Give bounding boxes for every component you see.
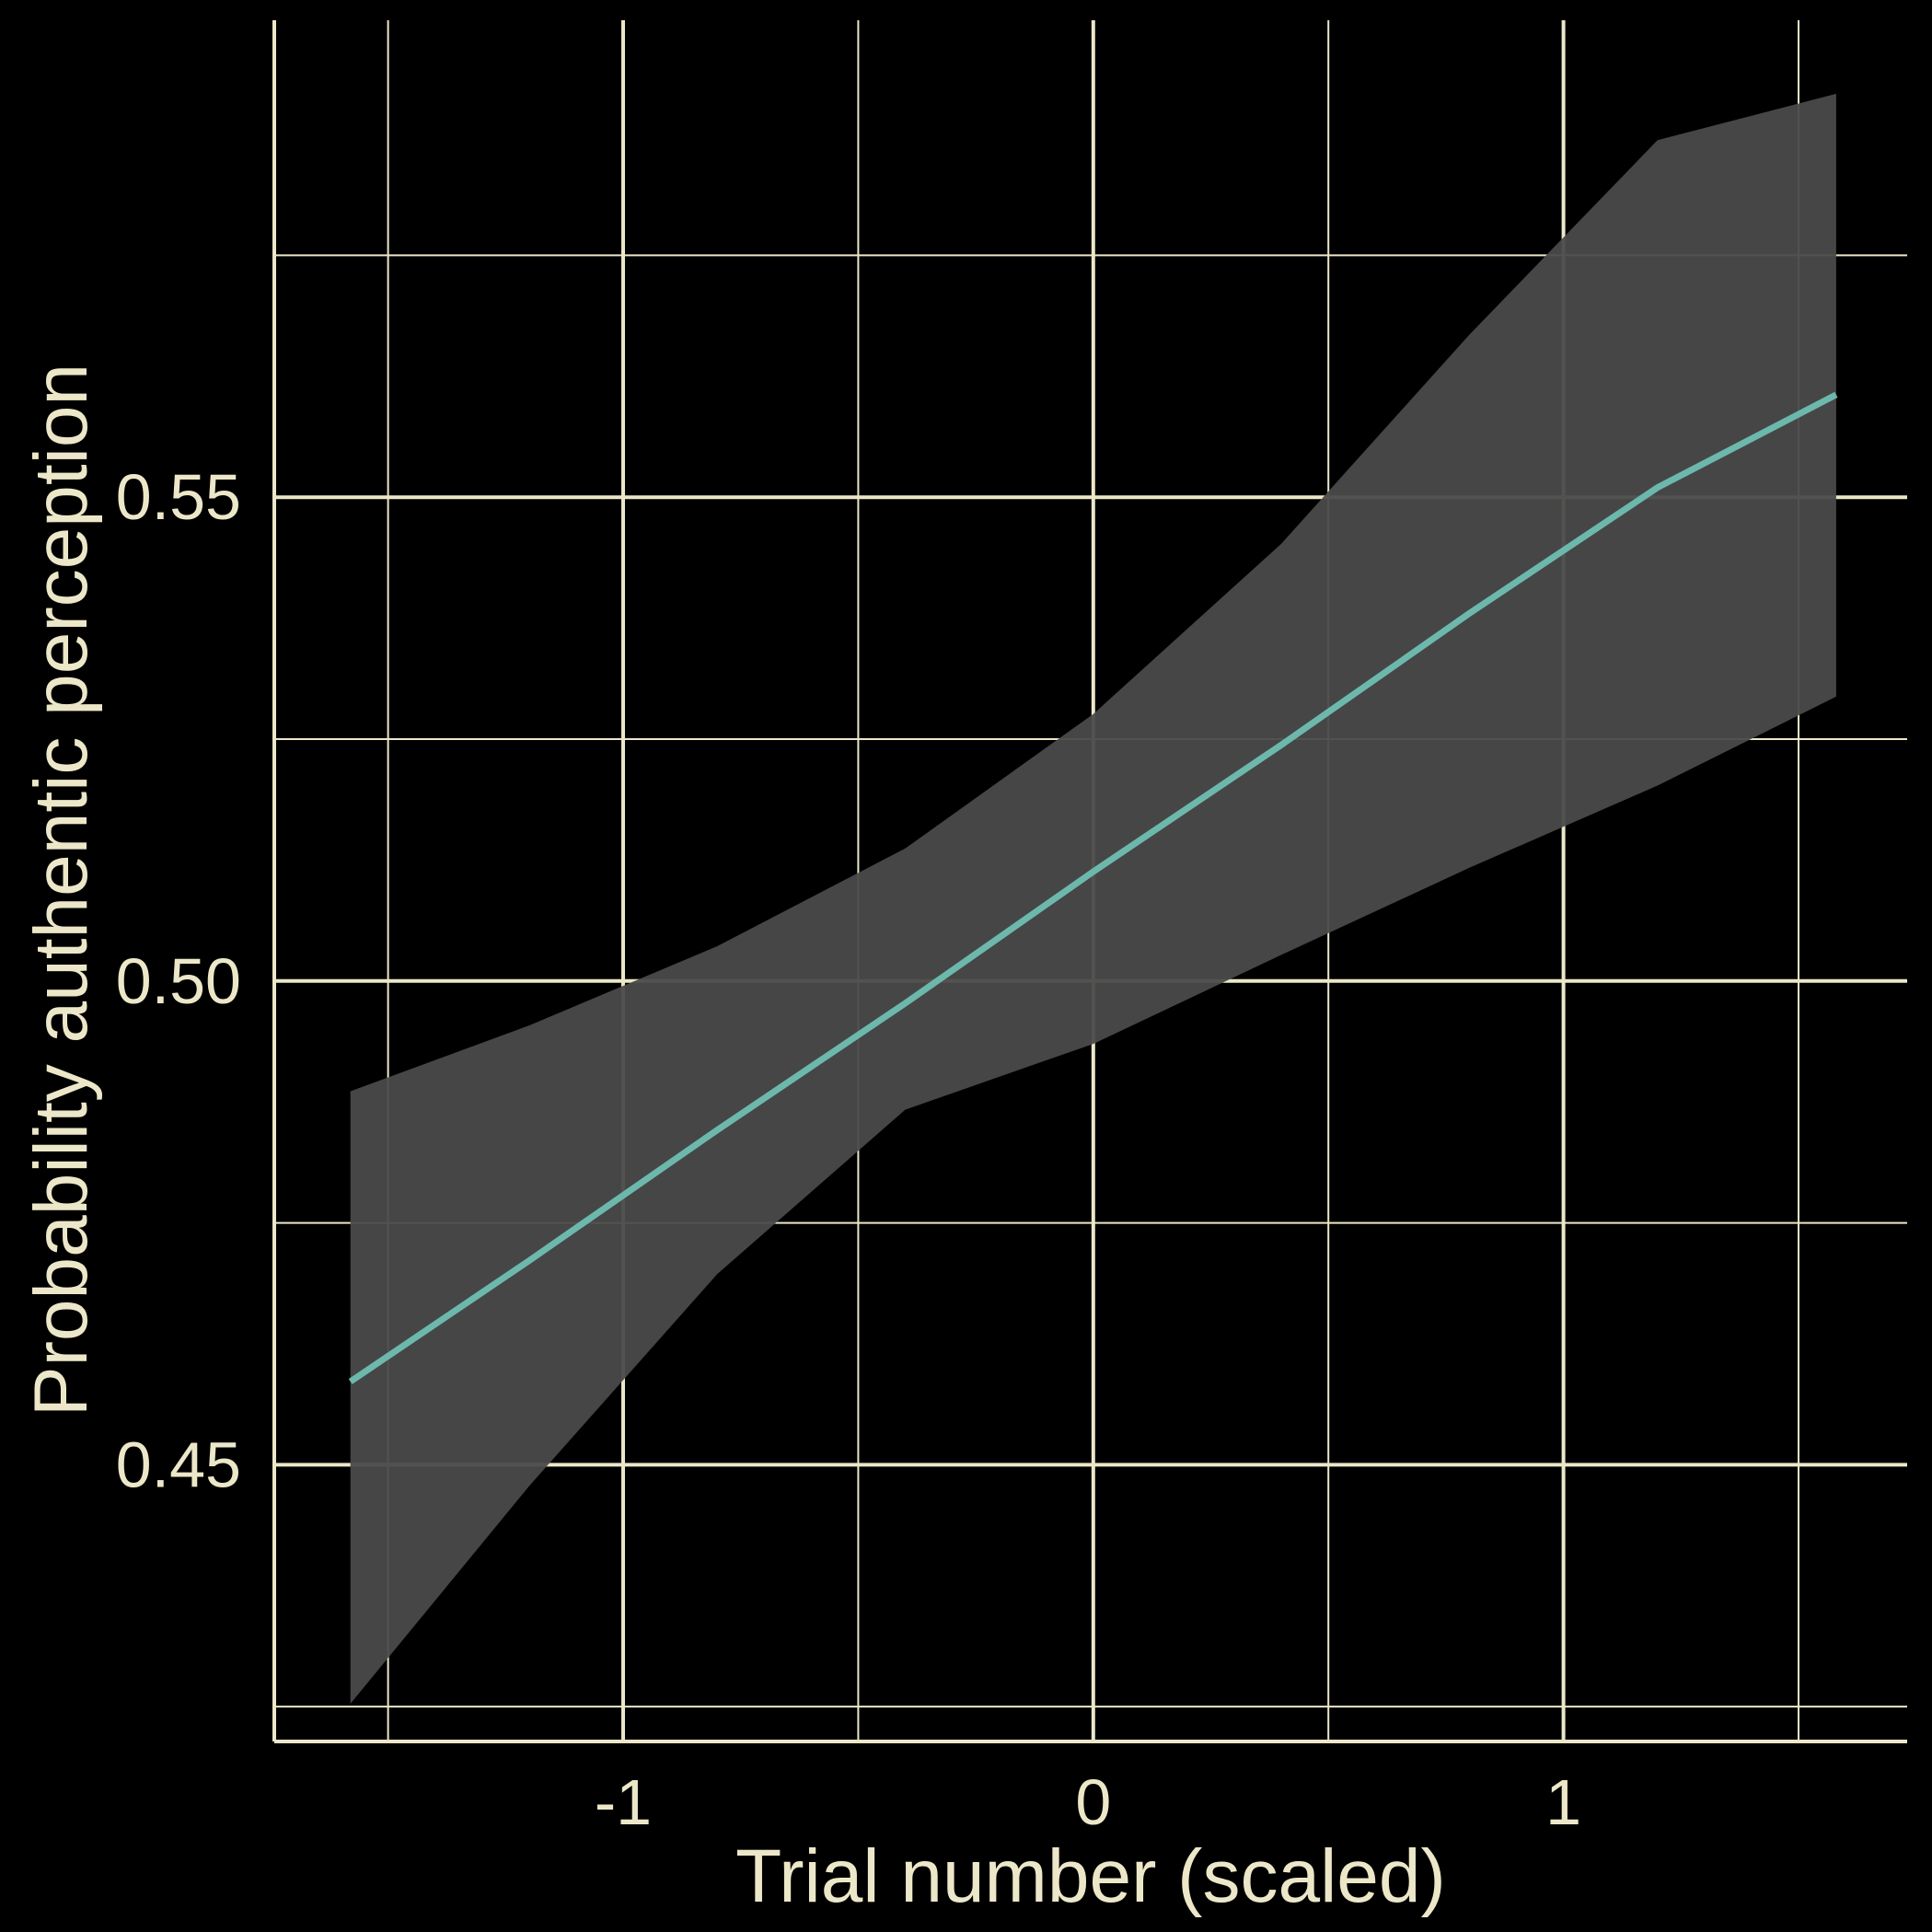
- x-axis-title: Trial number (scaled): [735, 1834, 1446, 1918]
- y-tick-label: 0.50: [116, 945, 241, 1017]
- confidence-ribbon: [350, 93, 1836, 1704]
- y-tick-label: 0.45: [116, 1429, 241, 1500]
- x-tick-label: -1: [595, 1766, 652, 1838]
- x-tick-label: 1: [1545, 1766, 1581, 1838]
- fit-line: [348, 391, 1838, 1384]
- x-axis-tick-labels: -1 0 1: [595, 1766, 1581, 1838]
- y-axis-title: Probability authentic perception: [19, 364, 103, 1417]
- y-axis-tick-labels: 0.45 0.50 0.55: [116, 461, 241, 1500]
- y-tick-label: 0.55: [116, 461, 241, 533]
- x-tick-label: 0: [1075, 1766, 1111, 1838]
